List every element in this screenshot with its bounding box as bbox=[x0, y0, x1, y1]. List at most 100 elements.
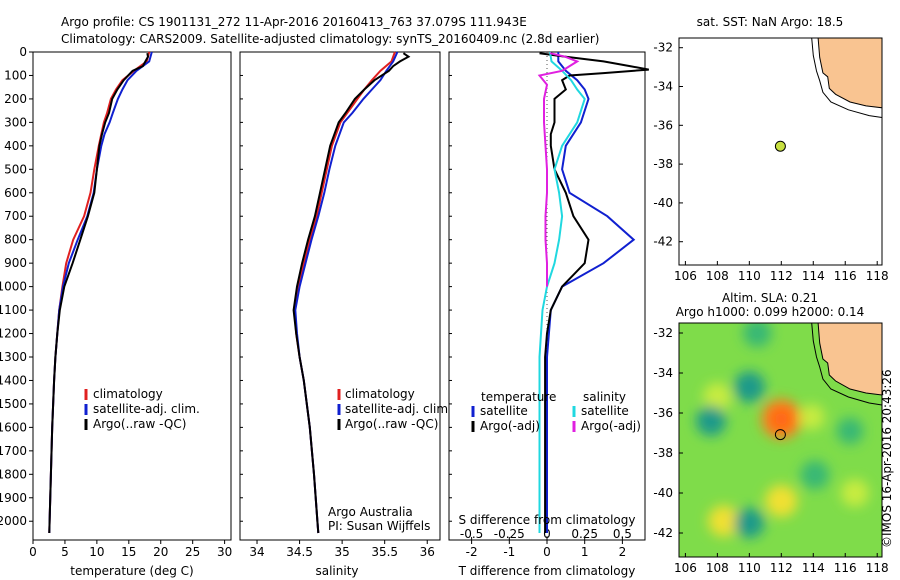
figure-title-line2: Climatology: CARS2009. Satellite-adjuste… bbox=[61, 32, 599, 46]
map-x-tick-label: 108 bbox=[706, 269, 729, 283]
temp-argo-line bbox=[48, 53, 150, 534]
x-tick-label: 25 bbox=[185, 545, 200, 559]
map-y-tick-label: -34 bbox=[653, 366, 673, 380]
t-argo-line bbox=[539, 52, 649, 533]
map-x-tick-label: 118 bbox=[866, 269, 889, 283]
sst-map-title: sat. SST: NaN Argo: 18.5 bbox=[697, 15, 844, 29]
map-y-tick-label: -38 bbox=[653, 446, 673, 460]
y-tick-label: 1000 bbox=[0, 280, 27, 294]
map-y-tick-label: -42 bbox=[653, 526, 673, 540]
y-tick-label: 1800 bbox=[0, 467, 27, 481]
sal-legend-label-2: Argo(..raw -QC) bbox=[345, 417, 438, 431]
s-argo-line bbox=[537, 52, 580, 287]
sla-eddy-9 bbox=[800, 460, 830, 490]
map-y-tick-label: -36 bbox=[653, 118, 673, 132]
y-tick-label: 1900 bbox=[0, 491, 27, 505]
sla-eddy-6 bbox=[743, 323, 772, 348]
y-tick-label: 900 bbox=[4, 256, 27, 270]
y-tick-label: 800 bbox=[4, 233, 27, 247]
y-tick-label: 1700 bbox=[0, 444, 27, 458]
map-x-tick-label: 108 bbox=[706, 561, 729, 575]
sla-field bbox=[679, 323, 882, 557]
temp-legend-label-0: climatology bbox=[93, 387, 163, 401]
map-x-tick-label: 116 bbox=[834, 561, 857, 575]
sla-map-subtitle: Argo h1000: 0.099 h2000: 0.14 bbox=[676, 305, 865, 319]
y-tick-label: 1600 bbox=[0, 420, 27, 434]
sst-map-chart: 106 108 110 112 114 116 118 -32 -34 -36 -38 -40 -42 bbox=[653, 37, 889, 283]
x-tick-label: 20 bbox=[153, 545, 168, 559]
temperature-axis-label: temperature (deg C) bbox=[70, 564, 193, 578]
y-tick-label: 300 bbox=[4, 115, 27, 129]
sla-eddy-8 bbox=[734, 507, 765, 539]
s-tick-label: -0.5 bbox=[460, 527, 483, 541]
sla-eddy-1 bbox=[765, 484, 798, 518]
map-x-tick-label: 106 bbox=[674, 561, 697, 575]
y-tick-label: 400 bbox=[4, 139, 27, 153]
map-x-tick-label: 118 bbox=[866, 561, 889, 575]
sla-hot-core bbox=[774, 412, 789, 426]
y-tick-label: 700 bbox=[4, 209, 27, 223]
y-tick-label: 200 bbox=[4, 92, 27, 106]
map-x-tick-label: 116 bbox=[834, 269, 857, 283]
map-y-tick-label: -34 bbox=[653, 80, 673, 94]
x-tick-label: 0 bbox=[29, 545, 37, 559]
y-tick-label: 1300 bbox=[0, 350, 27, 364]
map-x-tick-label: 112 bbox=[770, 561, 793, 575]
x-tick-label: 0 bbox=[543, 545, 551, 559]
sla-eddy-7 bbox=[695, 405, 727, 437]
x-tick-label: 10 bbox=[89, 545, 104, 559]
salinity-profile-chart: 34 34.5 35 35.5 36 climatologysatellite-adj. … bbox=[239, 51, 452, 559]
institute-label: Argo Australia bbox=[328, 505, 413, 519]
y-tick-label: 1100 bbox=[0, 303, 27, 317]
sla-map-chart: 106 108 110 112 114 116 118 -32 -34 -36 -38 -40 -42 bbox=[653, 322, 889, 575]
x-tick-label: 15 bbox=[121, 545, 136, 559]
sla-eddy-5 bbox=[733, 371, 765, 403]
x-tick-label: 34 bbox=[249, 545, 264, 559]
y-tick-label: 500 bbox=[4, 162, 27, 176]
plot-frame bbox=[32, 51, 232, 541]
map-x-tick-label: 106 bbox=[674, 269, 697, 283]
diff-legend-t-label-1: Argo(-adj) bbox=[480, 419, 540, 433]
t-difference-axis-label: T difference from climatology bbox=[458, 564, 636, 578]
temp-legend-label-1: satellite-adj. clim. bbox=[93, 402, 200, 416]
pi-label: PI: Susan Wijffels bbox=[328, 519, 430, 533]
y-tick-label: 600 bbox=[4, 186, 27, 200]
x-tick-label: 34.5 bbox=[286, 545, 313, 559]
map-y-tick-label: -32 bbox=[653, 41, 673, 55]
x-tick-label: 35 bbox=[334, 545, 349, 559]
y-tick-label: 1500 bbox=[0, 397, 27, 411]
sal-legend-label-0: climatology bbox=[345, 387, 415, 401]
diff-legend-temperature-title: temperature bbox=[481, 390, 556, 404]
map-y-tick-label: -36 bbox=[653, 406, 673, 420]
map-x-tick-label: 110 bbox=[738, 561, 761, 575]
diff-legend-t-label-0: satellite bbox=[480, 404, 528, 418]
sla-eddy-10 bbox=[836, 417, 864, 445]
imos-timestamp: ©IMOS 16-Apr-2016 20:43:26 bbox=[880, 369, 894, 548]
argo-position-marker bbox=[774, 429, 786, 441]
land-area bbox=[817, 323, 882, 396]
map-y-tick-label: -40 bbox=[653, 486, 673, 500]
t-satellite-line bbox=[546, 52, 636, 533]
sla-map-title: Altim. SLA: 0.21 bbox=[722, 291, 818, 305]
map-y-tick-label: -38 bbox=[653, 157, 673, 171]
map-x-tick-label: 114 bbox=[802, 561, 825, 575]
s-tick-label: 0 bbox=[543, 527, 551, 541]
map-y-tick-label: -40 bbox=[653, 196, 673, 210]
sal-legend-label-1: satellite-adj. clim. bbox=[345, 402, 452, 416]
x-tick-label: 5 bbox=[61, 545, 69, 559]
s-tick-label: 0.25 bbox=[571, 527, 598, 541]
sla-eddy-4 bbox=[840, 479, 869, 507]
x-tick-label: -1 bbox=[503, 545, 515, 559]
diff-legend-s-label-1: Argo(-adj) bbox=[581, 419, 641, 433]
s-satellite-line bbox=[538, 51, 586, 533]
s-difference-axis-label: S difference from climatology bbox=[459, 513, 636, 527]
map-frame bbox=[678, 322, 883, 558]
temperature-profile-chart: 0 5 10 15 20 25 300100200300400500600700800900… bbox=[0, 45, 232, 559]
map-x-tick-label: 114 bbox=[802, 269, 825, 283]
y-tick-label: 2000 bbox=[0, 514, 27, 528]
x-tick-label: 1 bbox=[581, 545, 589, 559]
sla-eddy-11 bbox=[798, 404, 825, 430]
shelf-contour bbox=[811, 37, 883, 118]
salinity-axis-label: salinity bbox=[315, 564, 358, 578]
